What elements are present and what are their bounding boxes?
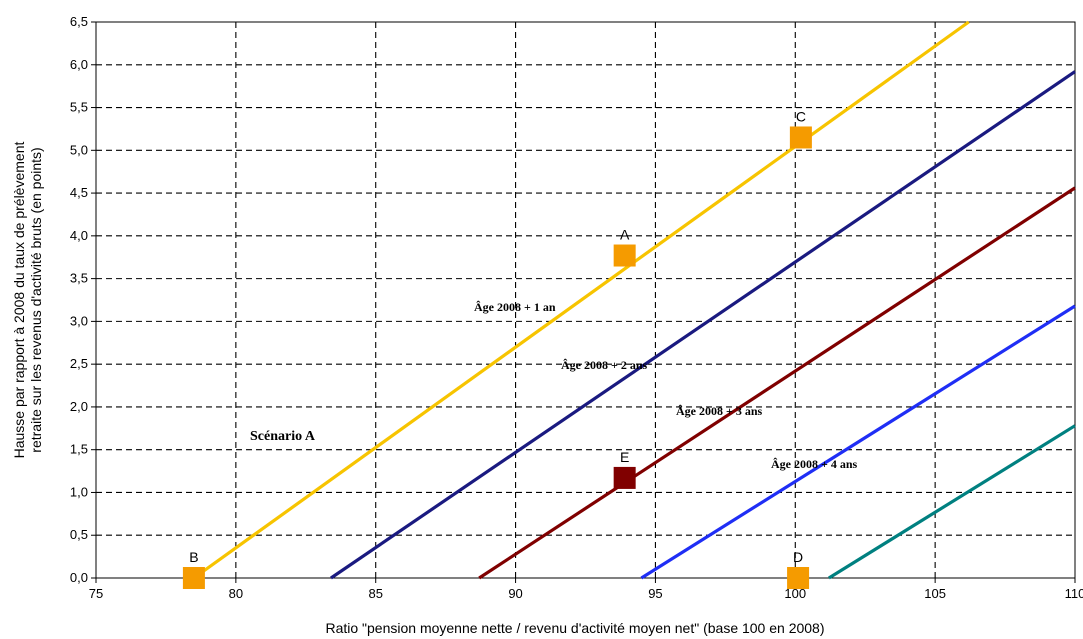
x-tick-label: 110 (1065, 586, 1083, 601)
series-label-scenario-a: Scénario A (250, 429, 316, 444)
x-tick-label: 85 (368, 586, 382, 601)
point-marker-c (790, 126, 812, 148)
x-tick-label: 75 (89, 586, 103, 601)
x-axis-title: Ratio "pension moyenne nette / revenu d'… (325, 620, 824, 636)
y-axis-title-line-2: retraite sur les revenus d'activité brut… (28, 147, 44, 452)
y-tick-label: 1,5 (70, 442, 88, 457)
series-label-age-2: Âge 2008 + 2 ans (561, 358, 648, 372)
y-tick-label: 0,5 (70, 527, 88, 542)
series-label-age-3: Âge 2008 + 3 ans (676, 404, 763, 418)
point-marker-e (614, 467, 636, 489)
x-tick-label: 80 (229, 586, 243, 601)
point-marker-b (183, 567, 205, 589)
point-marker-d (787, 567, 809, 589)
y-tick-label: 5,5 (70, 100, 88, 115)
x-tick-label: 105 (924, 586, 946, 601)
point-label-a: A (620, 227, 630, 243)
y-tick-label: 2,0 (70, 399, 88, 414)
y-tick-label: 6,5 (70, 14, 88, 29)
point-label-b: B (189, 549, 198, 565)
y-tick-label: 3,5 (70, 271, 88, 286)
point-label-e: E (620, 449, 629, 465)
plot-area (96, 22, 1075, 578)
y-tick-label: 6,0 (70, 57, 88, 72)
y-tick-label: 4,0 (70, 228, 88, 243)
y-tick-label: 3,0 (70, 313, 88, 328)
y-tick-label: 5,0 (70, 142, 88, 157)
y-tick-label: 4,5 (70, 185, 88, 200)
x-tick-label: 90 (508, 586, 522, 601)
series-label-age-4: Âge 2008 + 4 ans (771, 457, 858, 471)
y-axis: 0,0 0,5 1,0 1,5 2,0 2,5 3,0 3,5 4,0 4,5 5,0 5,5 6,0 6… (70, 14, 96, 585)
y-tick-label: 2,5 (70, 356, 88, 371)
x-tick-label: 95 (648, 586, 662, 601)
y-axis-title-line-1: Hausse par rapport à 2008 du taux de pré… (11, 142, 27, 459)
point-label-d: D (793, 549, 803, 565)
y-axis-title: Hausse par rapport à 2008 du taux de pré… (11, 142, 44, 459)
y-tick-label: 0,0 (70, 570, 88, 585)
y-tick-label: 1,0 (70, 484, 88, 499)
series-label-age-1: Âge 2008 + 1 an (474, 300, 556, 314)
x-axis: 75 80 85 90 95 100 105 110 (89, 578, 1083, 601)
point-marker-a (614, 245, 636, 267)
point-label-c: C (796, 108, 806, 124)
